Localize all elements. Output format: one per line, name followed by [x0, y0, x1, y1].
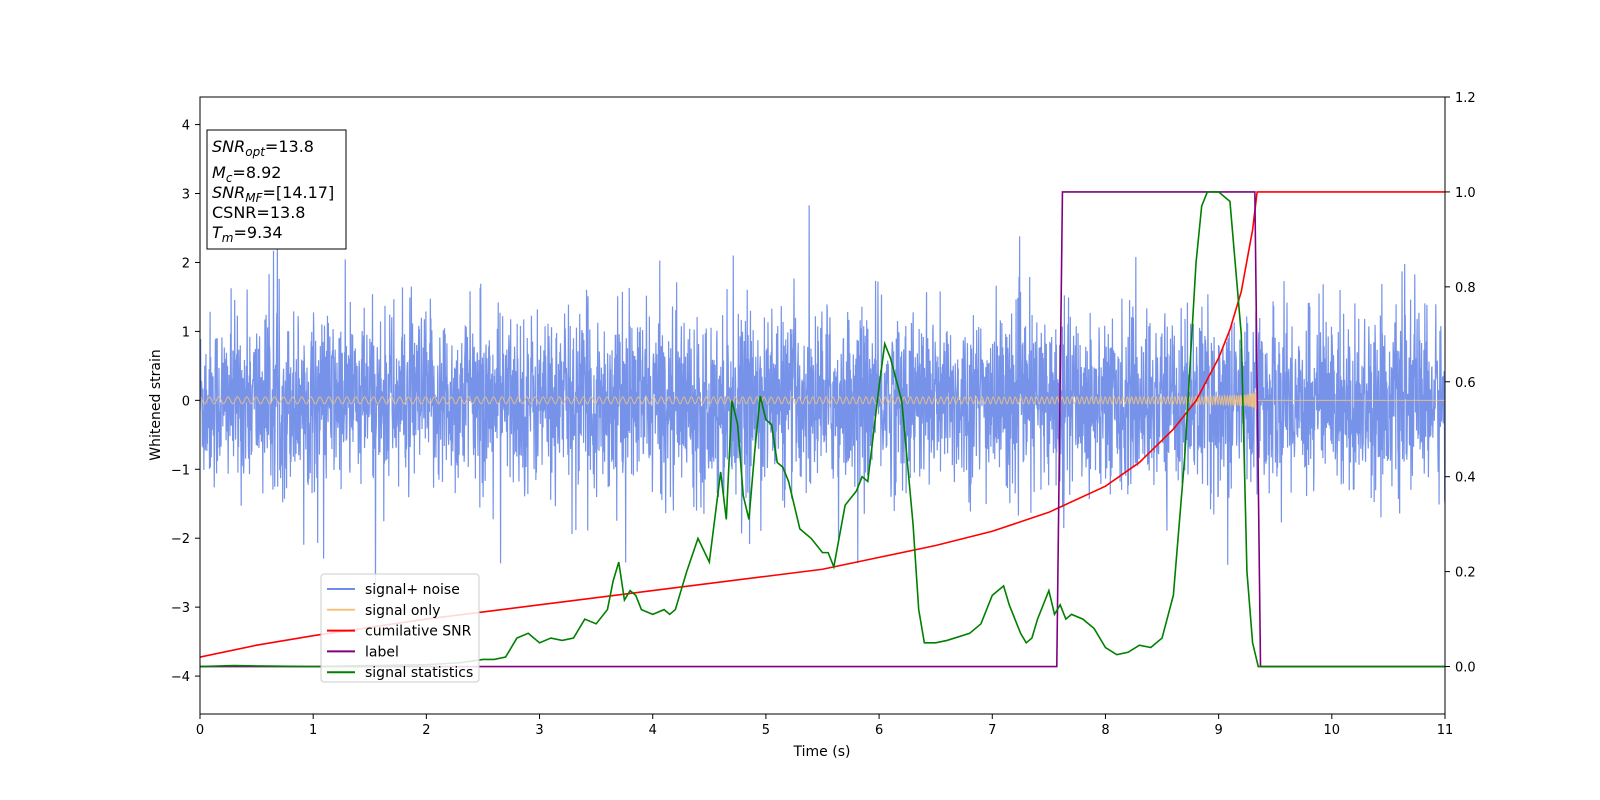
series-signal-noise	[200, 205, 1445, 594]
info-line: Tm=9.34	[212, 223, 283, 245]
y-right-tick-label: 0.4	[1455, 471, 1476, 486]
y-left-tick-label: −3	[171, 601, 190, 616]
y-left-tick-label: 1	[182, 325, 190, 340]
info-line: SNRopt=13.8	[212, 137, 314, 159]
legend-label: cumilative SNR	[365, 624, 472, 640]
x-tick-label: 8	[1101, 723, 1109, 738]
info-box-frame	[206, 129, 347, 250]
info-line: Mc=8.92	[212, 163, 281, 185]
y-right-tick-label: 1.0	[1455, 186, 1476, 201]
x-tick-label: 10	[1324, 723, 1341, 738]
x-axis-label: Time (s)	[793, 744, 851, 760]
y-axis-label: Whitened strain	[148, 349, 164, 460]
y-right-tick-label: 1.2	[1455, 91, 1476, 106]
y-left-tick-label: 2	[182, 256, 190, 271]
info-box: SNRopt=13.8 Mc=8.92SNRMF=[14.17]CSNR=13.8…	[206, 129, 347, 250]
legend-label: signal only	[365, 603, 440, 619]
x-tick-label: 0	[196, 723, 204, 738]
legend: signal+ noise signal only cumilative SNR la…	[320, 573, 480, 683]
y-left-tick-label: −2	[171, 532, 190, 547]
y-left-tick-label: −1	[171, 463, 190, 478]
series-signal-only	[200, 388, 1445, 411]
plot-frame	[199, 96, 1446, 715]
x-tick-label: 11	[1437, 723, 1454, 738]
series-signal-statistics	[200, 191, 1445, 668]
legend-label: label	[365, 644, 399, 660]
x-tick-label: 7	[988, 723, 996, 738]
series-layer	[200, 191, 1445, 668]
x-tick-label: 3	[535, 723, 543, 738]
info-line: CSNR=13.8	[212, 203, 305, 222]
y-left-tick-label: 3	[182, 188, 190, 203]
x-tick-label: 2	[422, 723, 430, 738]
y-right-tick-label: 0.6	[1455, 376, 1476, 391]
y-left-tick-label: −4	[171, 670, 190, 685]
y-left-tick-label: 0	[182, 394, 190, 409]
info-line: SNRMF=[14.17]	[212, 183, 334, 205]
axes-layer: 0 1 2 3 4 5 6 7 8 9 10 1143210−1−2−3−41.21.00.80.60…	[171, 91, 1476, 738]
x-tick-label: 4	[649, 723, 657, 738]
series-cumilative-snr	[200, 191, 1445, 658]
legend-frame	[320, 573, 480, 683]
legend-label: signal statistics	[365, 665, 473, 681]
x-tick-label: 5	[762, 723, 770, 738]
y-left-tick-label: 4	[182, 119, 190, 134]
y-right-tick-label: 0.0	[1455, 661, 1476, 676]
x-tick-label: 1	[309, 723, 317, 738]
legend-label: signal+ noise	[365, 582, 460, 598]
y-right-tick-label: 0.8	[1455, 281, 1476, 296]
x-tick-label: 6	[875, 723, 883, 738]
y-right-tick-label: 0.2	[1455, 566, 1476, 581]
x-tick-label: 9	[1214, 723, 1222, 738]
